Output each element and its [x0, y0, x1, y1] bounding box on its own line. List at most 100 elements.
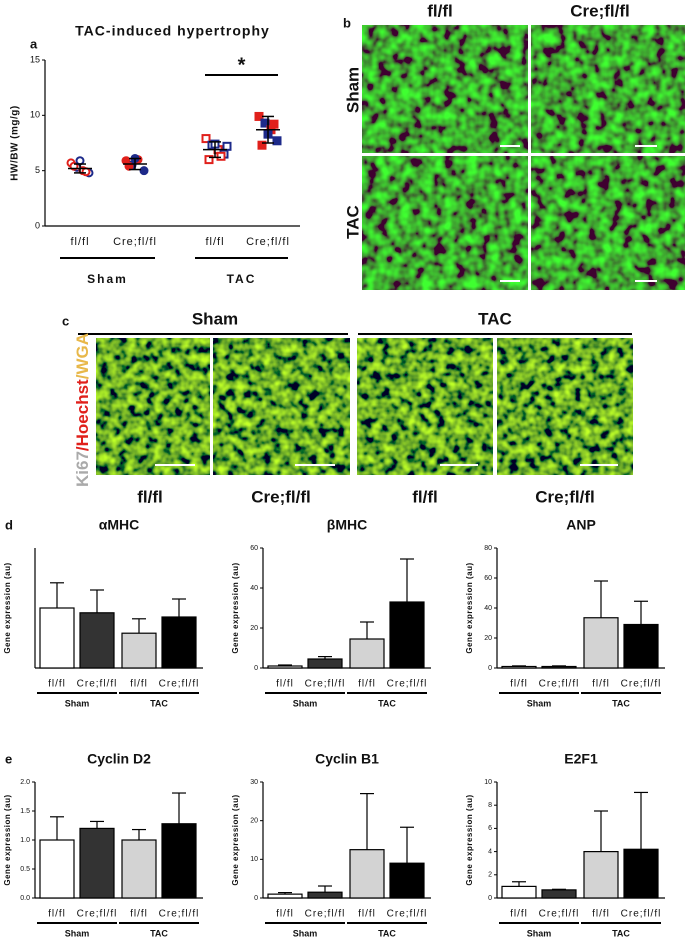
- y-tick-label: 15: [30, 54, 40, 64]
- column-label: Cre;fl/fl: [251, 487, 311, 506]
- column-label: Cre;fl/fl: [535, 487, 595, 506]
- bar: [623, 623, 659, 669]
- micrograph: [357, 338, 493, 475]
- x-tick-label: fl/fl: [48, 679, 66, 690]
- micrograph: [531, 25, 685, 153]
- y-axis-label: Gene expression (au): [3, 794, 12, 885]
- stain: Ki67: [73, 451, 92, 487]
- group-label: TAC: [378, 698, 396, 708]
- bar: [541, 665, 577, 669]
- chart-title: TAC-induced hypertrophy: [75, 23, 270, 39]
- y-tick-label: 20: [250, 625, 258, 632]
- y-tick-label: 10: [30, 110, 40, 120]
- y-tick-label: 0: [488, 665, 492, 672]
- data-point: [269, 119, 279, 129]
- x-tick-label: fl/fl: [592, 909, 610, 920]
- column-label: fl/fl: [427, 1, 453, 20]
- bar: [161, 616, 197, 669]
- micrograph: [362, 25, 528, 153]
- scale-bars: [500, 145, 657, 282]
- y-tick-label: 40: [250, 585, 258, 592]
- x-tick-label: Cre;fl/fl: [305, 679, 346, 690]
- group-label: Sham: [293, 698, 318, 708]
- group-label: TAC: [612, 928, 630, 937]
- panel-label: d: [5, 517, 13, 532]
- x-tick-label: Cre;fl/fl: [621, 679, 662, 690]
- group-label: TAC: [150, 928, 168, 937]
- data-point: [216, 151, 226, 161]
- x-tick-label: Cre;fl/fl: [246, 236, 290, 248]
- x-tick-label: Cre;fl/fl: [621, 909, 662, 920]
- x-tick-label: fl/fl: [510, 679, 528, 690]
- y-tick-label: 30: [250, 779, 258, 786]
- stain: /Hoechst: [73, 379, 92, 451]
- x-tick-label: Cre;fl/fl: [159, 909, 200, 920]
- y-tick-label: 80: [484, 545, 492, 552]
- column-label: fl/fl: [137, 487, 163, 506]
- stain: /WGA: [73, 333, 92, 379]
- group-label: Sham: [65, 928, 90, 937]
- x-tick-label: Cre;fl/fl: [305, 909, 346, 920]
- micrograph: [497, 338, 633, 475]
- bar: [583, 850, 619, 899]
- group-label: Sham: [65, 698, 90, 708]
- bar: [349, 849, 385, 899]
- micrograph: [362, 156, 528, 290]
- x-tick-label: fl/fl: [130, 909, 148, 920]
- bar: [79, 827, 115, 899]
- x-tick-label: fl/fl: [276, 909, 294, 920]
- x-tick-label: fl/fl: [130, 679, 148, 690]
- significance-label: *: [238, 54, 246, 76]
- y-tick-label: 0: [35, 220, 40, 230]
- bar: [161, 823, 197, 899]
- bar: [121, 839, 157, 899]
- data-point: [222, 141, 232, 151]
- y-tick-label: 0.0: [20, 895, 30, 902]
- group-label: Sham: [87, 272, 128, 286]
- micrograph-grid: [362, 25, 685, 290]
- column-label: Cre;fl/fl: [570, 1, 630, 20]
- y-tick-label: 20: [484, 635, 492, 642]
- y-tick-label: 0: [254, 665, 258, 672]
- y-tick-label: 8: [488, 802, 492, 809]
- bar: [501, 665, 537, 669]
- x-tick-label: Cre;fl/fl: [77, 679, 118, 690]
- x-tick-label: Cre;fl/fl: [539, 679, 580, 690]
- y-tick-label: 20: [250, 818, 258, 825]
- bar: [267, 893, 303, 899]
- panel-label: e: [5, 751, 12, 766]
- micrograph: [213, 338, 350, 475]
- y-tick-label: 4: [488, 848, 492, 855]
- bar: [623, 848, 659, 899]
- group-label: Sham: [192, 309, 238, 328]
- row-label: Sham: [343, 67, 362, 113]
- bar: [541, 889, 577, 899]
- bar: [583, 617, 619, 669]
- x-tick-label: fl/fl: [276, 679, 294, 690]
- x-tick-label: Cre;fl/fl: [387, 679, 428, 690]
- bar: [389, 601, 425, 669]
- group-label: TAC: [478, 309, 512, 328]
- y-tick-label: 1.5: [20, 808, 30, 815]
- y-tick-label: 10: [250, 856, 258, 863]
- x-tick-label: Cre;fl/fl: [113, 236, 157, 248]
- y-tick-label: 2: [488, 872, 492, 879]
- data-point: [204, 155, 214, 165]
- y-tick-label: 60: [250, 545, 258, 552]
- group-label: TAC: [378, 928, 396, 937]
- y-tick-label: 5: [35, 165, 40, 175]
- x-tick-label: fl/fl: [358, 679, 376, 690]
- bar: [79, 612, 115, 669]
- chart-title: αMHC: [99, 517, 140, 533]
- chart-title: ANP: [566, 517, 596, 533]
- x-tick-label: Cre;fl/fl: [159, 679, 200, 690]
- data-point: [201, 134, 211, 144]
- data-point: [81, 167, 91, 177]
- bar: [389, 862, 425, 899]
- y-axis-label: Gene expression (au): [465, 562, 474, 653]
- micrograph: [96, 338, 210, 475]
- panel-label: a: [30, 36, 38, 51]
- group-label: Sham: [527, 698, 552, 708]
- bar: [349, 638, 385, 669]
- data-point: [75, 156, 85, 166]
